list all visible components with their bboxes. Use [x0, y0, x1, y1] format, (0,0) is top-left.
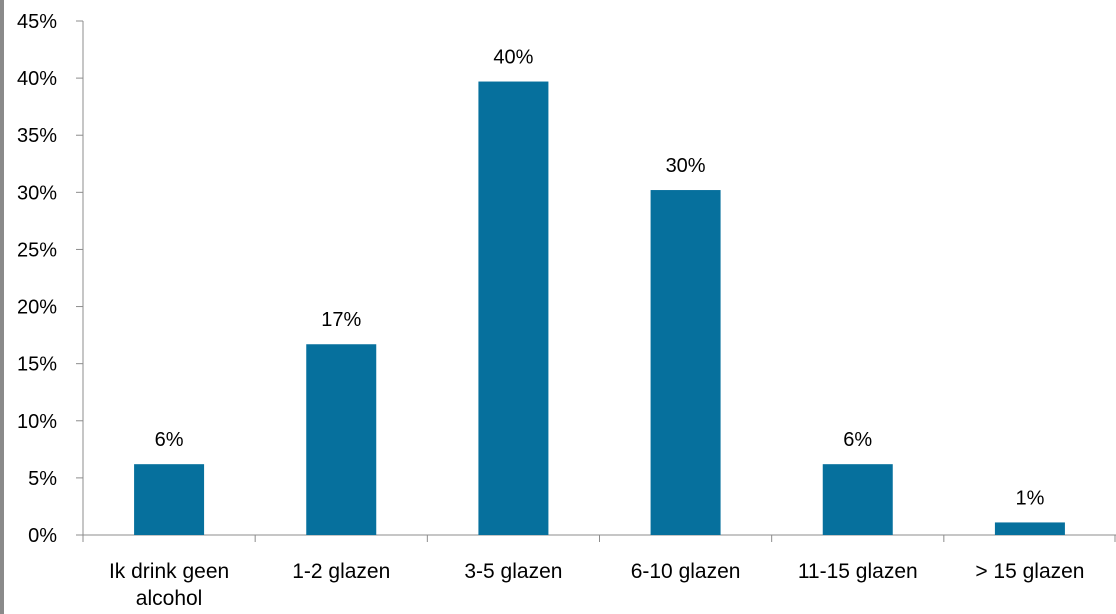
bar	[306, 344, 377, 535]
bar	[134, 464, 205, 535]
x-tick-label: 6-10 glazen	[631, 560, 741, 583]
data-label: 1%	[1015, 487, 1044, 509]
data-label: 17%	[321, 309, 361, 331]
window-edge	[0, 0, 4, 614]
y-tick-label: 40%	[17, 68, 57, 90]
y-tick-label: 45%	[17, 11, 57, 33]
bar	[478, 81, 549, 535]
y-tick-label: 25%	[17, 239, 57, 261]
x-tick-label: alcohol	[136, 587, 203, 610]
y-tick-label: 15%	[17, 354, 57, 376]
x-axis: Ik drink geen alcohol 1-2 glazen 3-5 glazen…	[82, 534, 1116, 610]
y-tick-label: 0%	[28, 525, 57, 547]
x-tick-label: Ik drink geen	[109, 560, 229, 583]
y-tick-label: 20%	[17, 297, 57, 319]
x-tick-label: 1-2 glazen	[292, 560, 390, 583]
y-tick-label: 35%	[17, 125, 57, 147]
y-axis: 0% 5% 10% 15% 20% 25% 30% 35% 40% 45%	[17, 11, 84, 547]
y-tick-label: 5%	[28, 468, 57, 490]
x-tick-label: 3-5 glazen	[464, 560, 562, 583]
data-label: 40%	[493, 47, 533, 69]
bar	[822, 464, 893, 535]
x-tick-label: 11-15 glazen	[798, 560, 918, 583]
data-label: 6%	[843, 429, 872, 451]
bar	[650, 190, 721, 535]
data-label: 30%	[666, 155, 706, 177]
y-tick-label: 30%	[17, 182, 57, 204]
bar	[994, 522, 1065, 535]
data-labels: 6% 17% 40% 30% 6% 1%	[155, 47, 1045, 510]
x-tick-label: > 15 glazen	[975, 560, 1084, 583]
bars	[134, 81, 1065, 535]
y-tick-label: 10%	[17, 411, 57, 433]
data-label: 6%	[155, 429, 184, 451]
